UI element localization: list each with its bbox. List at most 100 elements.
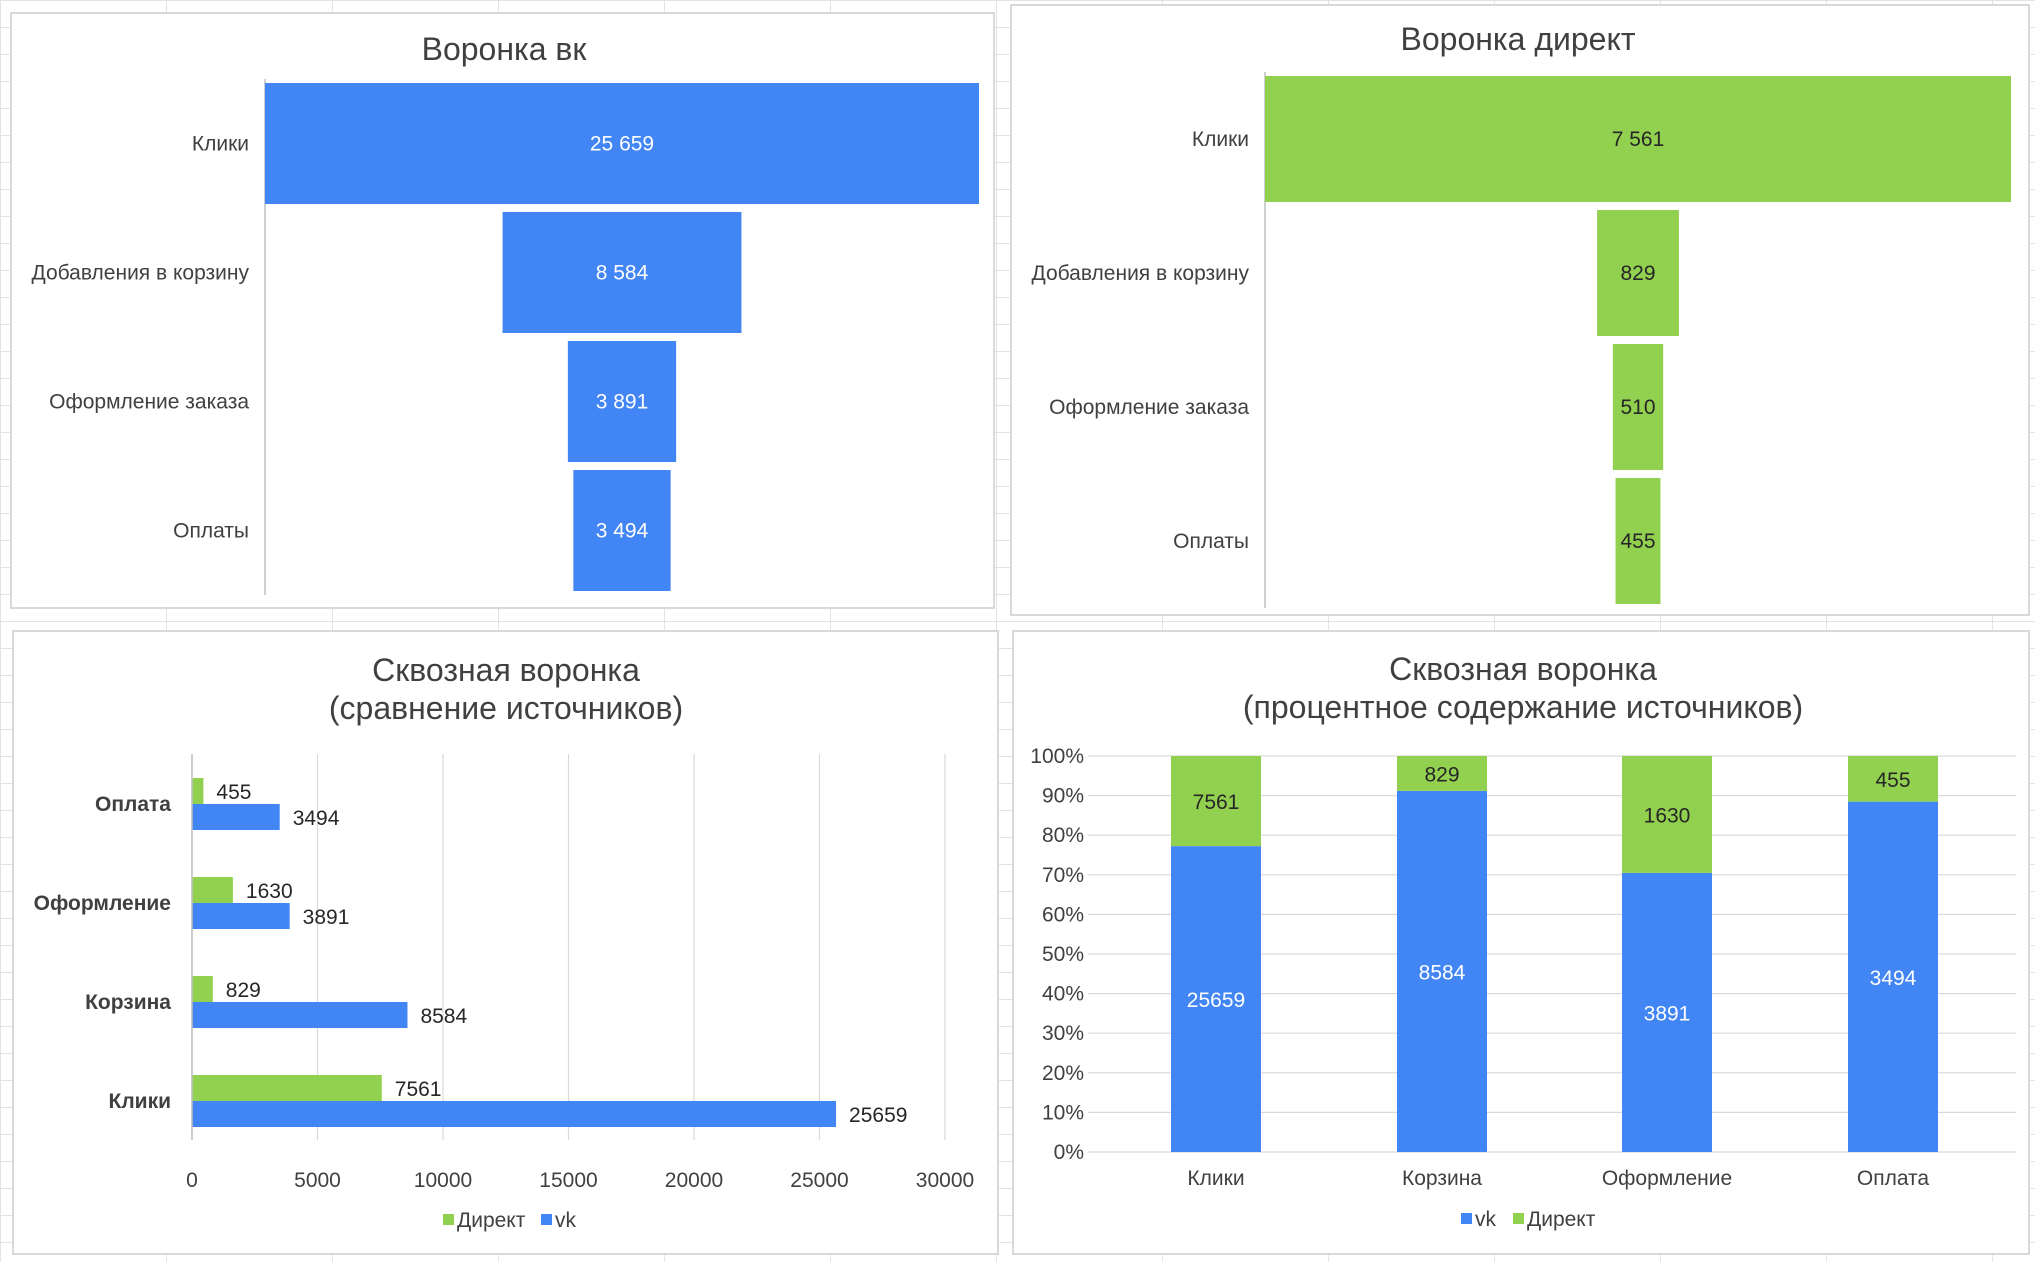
percent-y-tick-label-5: 50% — [1042, 943, 1084, 966]
percent-category-label-0: Клики — [1187, 1167, 1244, 1190]
chart-panel-percent: Сквозная воронка (процентное содержание и… — [1012, 630, 2030, 1255]
percent-legend-label-1: Директ — [1527, 1208, 1596, 1231]
compare-x-tick-label-1: 5000 — [294, 1169, 341, 1192]
compare-bar-Директ-2 — [192, 877, 233, 903]
compare-data-label-vk-3: 3494 — [293, 807, 340, 830]
compare-data-label-Директ-0: 7561 — [395, 1078, 442, 1101]
percent-y-tick-label-9: 90% — [1042, 785, 1084, 808]
funnel-vk-value-label-3: 3 494 — [596, 520, 649, 543]
funnel-direct-value-label-0: 7 561 — [1612, 128, 1665, 151]
compare-bar-Директ-3 — [192, 778, 204, 804]
percent-category-label-2: Оформление — [1602, 1167, 1732, 1190]
compare-title-line-0: Сквозная воронка — [372, 652, 640, 688]
percent-bar-Директ-1 — [1397, 756, 1487, 791]
funnel-direct-category-label-1: Добавления в корзину — [1032, 262, 1250, 285]
percent-chart: Сквозная воронка(процентное содержание и… — [1030, 651, 2016, 1231]
compare-x-tick-label-4: 20000 — [665, 1169, 723, 1192]
compare-data-label-Директ-2: 1630 — [246, 880, 293, 903]
percent-bar-vk-3 — [1848, 801, 1938, 1152]
funnel-direct-value-label-1: 829 — [1620, 262, 1655, 285]
compare-chart: Сквозная воронка(сравнение источников) 0 5… — [34, 652, 975, 1232]
compare-x-tick-label-6: 30000 — [916, 1169, 974, 1192]
compare-bar-vk-2 — [192, 903, 290, 929]
chart-panel-funnel-direct: Воронка директ 7 561 Клики 829 Добавления в … — [1010, 4, 2030, 616]
compare-bar-vk-0 — [192, 1101, 837, 1127]
compare-legend-label-0: Директ — [457, 1209, 526, 1232]
funnel-vk-value-label-2: 3 891 — [596, 391, 649, 414]
percent-bar-vk-0 — [1171, 846, 1261, 1152]
percent-bar-Директ-3 — [1848, 756, 1938, 802]
funnel-direct-bar-0 — [1265, 76, 2011, 202]
funnel-vk-category-label-0: Клики — [192, 133, 249, 156]
compare-category-label-3: Оплата — [95, 793, 171, 816]
percent-y-tick-label-1: 10% — [1042, 1101, 1084, 1124]
percent-y-tick-label-8: 80% — [1042, 824, 1084, 847]
percent-category-label-3: Оплата — [1857, 1167, 1930, 1190]
funnel-vk-bar-3 — [573, 470, 671, 591]
percent-data-label-Директ-3: 455 — [1875, 769, 1910, 792]
compare-data-label-vk-0: 25659 — [849, 1104, 907, 1127]
funnel-vk-title-line-0: Воронка вк — [422, 31, 588, 67]
percent-data-label-Директ-0: 7561 — [1193, 791, 1240, 814]
percent-y-tick-label-3: 30% — [1042, 1022, 1084, 1045]
percent-legend-swatch-0 — [1461, 1213, 1472, 1224]
compare-bar-Директ-1 — [192, 976, 213, 1002]
compare-data-label-Директ-3: 455 — [216, 781, 251, 804]
compare-legend-swatch-0 — [443, 1214, 454, 1225]
funnel-vk-bar-0 — [265, 83, 979, 204]
funnel-vk-bar-1 — [502, 212, 742, 333]
percent-data-label-vk-2: 3891 — [1644, 1002, 1691, 1025]
funnel-vk-chart: Воронка вк 25 659 Клики 8 584 Добавления в к… — [32, 31, 979, 595]
compare-category-label-0: Клики — [109, 1090, 172, 1113]
percent-y-tick-label-2: 20% — [1042, 1062, 1084, 1085]
percent-legend-label-0: vk — [1475, 1208, 1497, 1231]
funnel-vk-value-label-0: 25 659 — [590, 133, 654, 156]
percent-bar-vk-1 — [1397, 790, 1487, 1152]
compare-category-label-2: Оформление — [34, 892, 171, 915]
funnel-direct-value-label-2: 510 — [1620, 396, 1655, 419]
funnel-direct-category-label-3: Оплаты — [1173, 530, 1249, 553]
compare-data-label-Директ-1: 829 — [226, 979, 261, 1002]
percent-bar-vk-2 — [1622, 872, 1712, 1152]
compare-category-label-1: Корзина — [85, 991, 171, 1014]
percent-category-label-1: Корзина — [1402, 1167, 1482, 1190]
percent-data-label-vk-3: 3494 — [1870, 967, 1917, 990]
chart-panel-funnel-vk: Воронка вк 25 659 Клики 8 584 Добавления в к… — [10, 12, 995, 609]
compare-x-tick-label-0: 0 — [186, 1169, 198, 1192]
chart-panel-compare: Сквозная воронка (сравнение источников) 0 5… — [12, 630, 999, 1255]
funnel-direct-category-label-0: Клики — [1192, 128, 1249, 151]
compare-data-label-vk-2: 3891 — [303, 906, 350, 929]
funnel-direct-bar-3 — [1615, 478, 1661, 604]
percent-y-tick-label-7: 70% — [1042, 864, 1084, 887]
funnel-direct-title-line-0: Воронка директ — [1401, 21, 1636, 57]
percent-y-tick-label-6: 60% — [1042, 903, 1084, 926]
funnel-direct-category-label-2: Оформление заказа — [1049, 396, 1249, 419]
compare-legend-label-1: vk — [555, 1209, 577, 1232]
funnel-vk-category-label-3: Оплаты — [173, 520, 249, 543]
funnel-direct-bar-1 — [1597, 210, 1679, 336]
percent-data-label-Директ-2: 1630 — [1644, 804, 1691, 827]
percent-data-label-vk-1: 8584 — [1419, 961, 1466, 984]
funnel-direct-value-label-3: 455 — [1620, 530, 1655, 553]
compare-x-tick-label-3: 15000 — [539, 1169, 597, 1192]
percent-legend-swatch-1 — [1513, 1213, 1524, 1224]
percent-y-tick-label-0: 0% — [1054, 1141, 1084, 1164]
percent-y-tick-label-10: 100% — [1030, 745, 1084, 768]
funnel-vk-category-label-1: Добавления в корзину — [32, 262, 250, 285]
percent-data-label-vk-0: 25659 — [1187, 989, 1245, 1012]
compare-x-tick-label-2: 10000 — [414, 1169, 472, 1192]
compare-x-tick-label-5: 25000 — [790, 1169, 848, 1192]
compare-bar-vk-1 — [192, 1002, 408, 1028]
percent-title-line-0: Сквозная воронка — [1389, 651, 1657, 687]
compare-legend-swatch-1 — [541, 1214, 552, 1225]
percent-y-tick-label-4: 40% — [1042, 983, 1084, 1006]
compare-bar-vk-3 — [192, 804, 280, 830]
compare-bar-Директ-0 — [192, 1075, 382, 1101]
percent-bar-Директ-2 — [1622, 756, 1712, 873]
percent-bar-Директ-0 — [1171, 756, 1261, 847]
funnel-vk-category-label-2: Оформление заказа — [49, 391, 249, 414]
funnel-vk-value-label-1: 8 584 — [596, 262, 649, 285]
funnel-direct-chart: Воронка директ 7 561 Клики 829 Добавления в … — [1032, 21, 2011, 608]
compare-title-line-1: (сравнение источников) — [329, 690, 683, 726]
percent-title-line-1: (процентное содержание источников) — [1243, 689, 1803, 725]
